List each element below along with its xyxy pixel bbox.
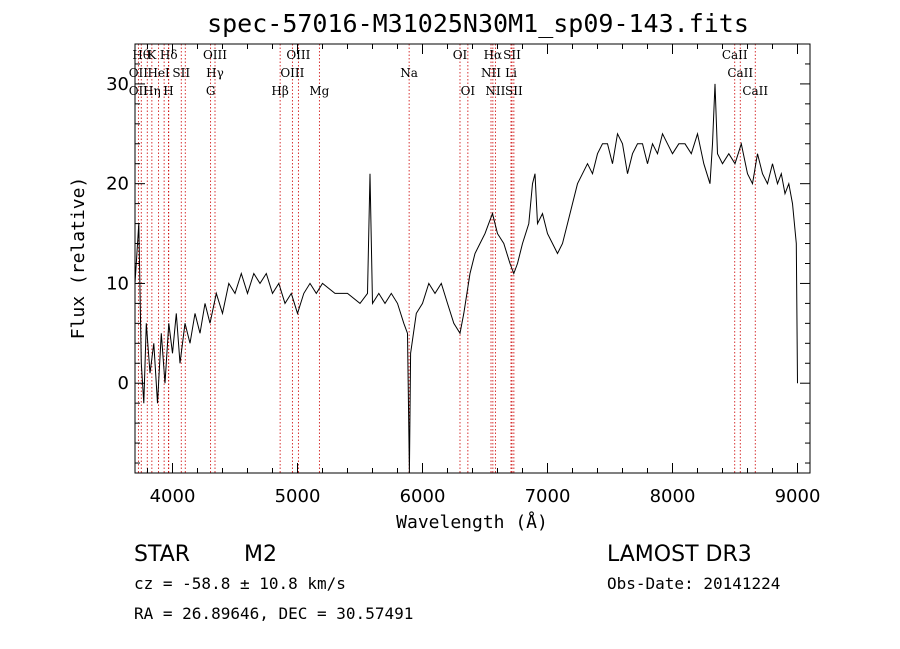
line-label: Na xyxy=(400,66,418,80)
line-label: CaII xyxy=(722,48,748,62)
x-tick-label: 9000 xyxy=(775,486,821,507)
y-axis-label: Flux (relative) xyxy=(68,177,89,340)
line-label: CaII xyxy=(742,84,768,98)
x-tick-label: 8000 xyxy=(650,486,696,507)
y-tick-label: 0 xyxy=(118,373,129,394)
object-subclass: M2 xyxy=(244,542,277,567)
line-label: Hα xyxy=(484,48,503,62)
y-tick-label: 10 xyxy=(106,273,129,294)
x-axis-ticks: 4000 5000 6000 7000 8000 9000 xyxy=(147,44,821,507)
line-label: OIII xyxy=(286,48,310,62)
line-markers xyxy=(137,44,756,473)
line-label: Hγ xyxy=(206,66,224,80)
line-label: OII xyxy=(129,84,149,98)
line-label: Hδ xyxy=(160,48,178,62)
line-label: SII xyxy=(503,48,521,62)
spectrum-line xyxy=(134,83,798,474)
y-tick-label: 20 xyxy=(106,174,129,195)
y-tick-label: 30 xyxy=(106,74,129,95)
line-label: K xyxy=(147,48,157,62)
x-tick-label: 7000 xyxy=(525,486,571,507)
line-label: SII xyxy=(505,84,523,98)
line-label: H xyxy=(163,84,173,98)
obs-date: Obs-Date: 20141224 xyxy=(607,574,780,593)
line-label: OI xyxy=(461,84,476,98)
line-label: SII xyxy=(172,66,190,80)
x-tick-label: 5000 xyxy=(275,486,321,507)
line-label: NII xyxy=(481,66,501,80)
line-label: Hη xyxy=(143,84,161,98)
y-axis-ticks: 0 10 20 30 xyxy=(106,43,810,464)
survey-name: LAMOST DR3 xyxy=(607,542,752,567)
line-label: Li xyxy=(505,66,517,80)
line-label: Hβ xyxy=(271,84,288,98)
x-tick-label: 4000 xyxy=(150,486,196,507)
line-label: OIII xyxy=(280,66,304,80)
coordinates: RA = 26.89646, DEC = 30.57491 xyxy=(134,604,413,623)
line-label: G xyxy=(206,84,216,98)
x-tick-label: 6000 xyxy=(400,486,446,507)
line-label: OIII xyxy=(203,48,227,62)
line-label: Mg xyxy=(309,84,329,98)
line-label: OII xyxy=(129,66,149,80)
x-axis-label: Wavelength (Å) xyxy=(396,511,548,533)
line-label: CaII xyxy=(727,66,753,80)
object-class: STAR xyxy=(134,542,190,567)
plot-frame xyxy=(134,43,811,474)
line-label: HeI xyxy=(147,66,170,80)
line-label: OI xyxy=(453,48,468,62)
line-label: Hθ xyxy=(132,48,150,62)
spectrum-series xyxy=(134,83,798,474)
chart-title: spec-57016-M31025N30M1_sp09-143.fits xyxy=(207,9,749,38)
redshift-cz: cz = -58.8 ± 10.8 km/s xyxy=(134,574,346,593)
line-label: NII xyxy=(485,84,505,98)
